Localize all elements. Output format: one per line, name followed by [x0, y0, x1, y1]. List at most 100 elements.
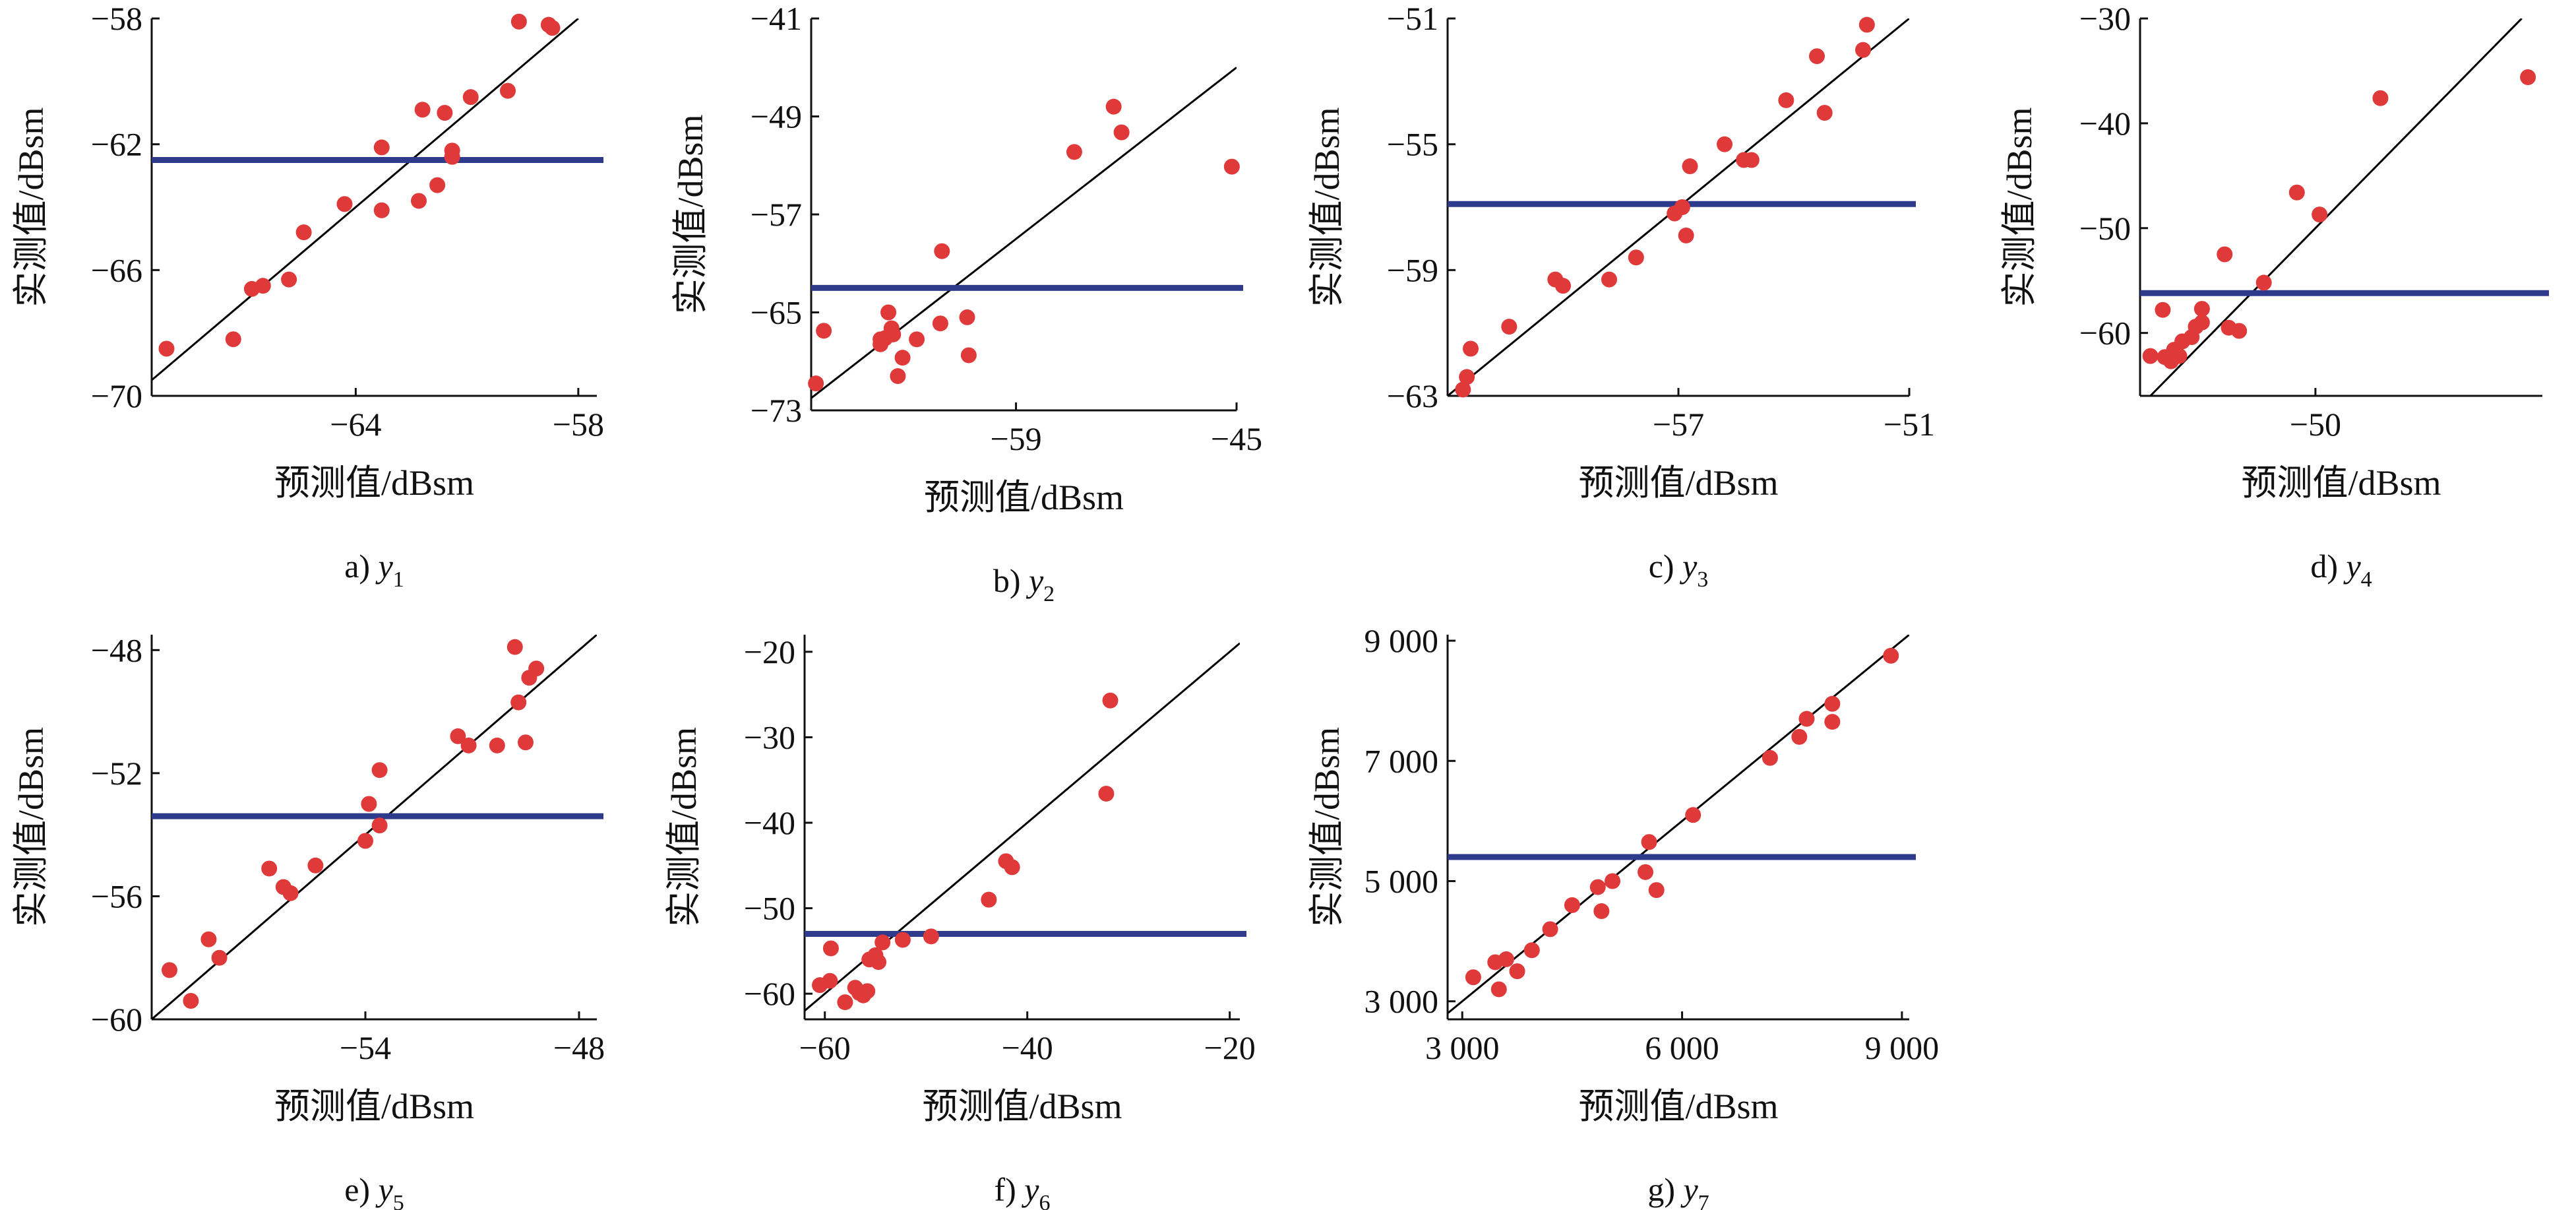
panel-caption: e) y5 — [344, 1171, 404, 1210]
y-axis-label: 实测值/dBsm — [1307, 107, 1347, 307]
data-point — [1717, 136, 1733, 152]
data-point — [885, 326, 902, 342]
scatter-panel-3: −63 −59 −55 −51 −57 −51 预测值/dBsm 实测值/dBsm c) y3 — [1307, 0, 1935, 592]
data-point — [1628, 249, 1644, 266]
x-tick-label: −45 — [1211, 420, 1262, 457]
data-point — [1855, 42, 1871, 58]
y-tick-label: −57 — [751, 196, 802, 233]
data-point — [1593, 903, 1610, 920]
y-tick-label: 9 000 — [1365, 622, 1439, 659]
data-point — [489, 737, 505, 753]
data-point — [1816, 105, 1833, 121]
y-axis-label: 实测值/dBsm — [11, 727, 51, 927]
x-tick-label: 6 000 — [1645, 1029, 1719, 1066]
data-point — [361, 796, 377, 812]
y-tick-label: −50 — [2079, 210, 2131, 247]
data-point — [429, 177, 446, 193]
data-point — [874, 934, 891, 951]
fit-line — [2149, 18, 2523, 396]
data-point — [1682, 158, 1698, 175]
data-point — [894, 932, 911, 948]
caption-prefix: e) — [344, 1171, 378, 1208]
data-point — [500, 82, 516, 99]
panel-caption: b) y2 — [993, 562, 1055, 606]
data-point — [2217, 246, 2233, 263]
y-tick-label: −20 — [744, 633, 795, 670]
x-axis-label: 预测值/dBsm — [1578, 463, 1778, 503]
data-point — [1743, 152, 1760, 168]
x-tick-label: −60 — [799, 1029, 851, 1066]
caption-variable: y — [2343, 548, 2361, 585]
data-point — [1542, 921, 1558, 938]
y-tick-label: −66 — [91, 251, 142, 288]
data-point — [437, 105, 453, 121]
data-point — [2312, 207, 2328, 223]
scatter-panel-1: −70 −66 −62 −58 −64 −58 预测值/dBsm 实测值/dBsm a) y1 — [11, 0, 604, 592]
data-point — [1674, 199, 1690, 215]
data-point — [255, 278, 271, 294]
data-point — [544, 20, 561, 36]
panel-caption: d) y4 — [2310, 548, 2372, 592]
data-point — [183, 993, 199, 1009]
data-point — [506, 639, 523, 655]
data-point — [411, 193, 427, 209]
x-axis-label: 预测值/dBsm — [1578, 1087, 1778, 1126]
data-point — [960, 347, 977, 364]
data-point — [2142, 348, 2159, 364]
caption-subscript: 5 — [393, 1191, 404, 1210]
y-tick-label: −63 — [1387, 377, 1438, 414]
panel-caption: g) y7 — [1647, 1171, 1709, 1210]
y-tick-label: −60 — [2079, 315, 2131, 352]
x-tick-label: 3 000 — [1425, 1029, 1500, 1066]
data-point — [2372, 90, 2389, 106]
caption-subscript: 1 — [393, 567, 404, 592]
data-point — [1883, 647, 1899, 664]
data-point — [281, 271, 297, 288]
x-tick-label: −58 — [553, 406, 604, 443]
data-point — [2221, 319, 2237, 336]
data-point — [450, 728, 466, 744]
data-point — [282, 885, 299, 901]
y-tick-label: −59 — [1387, 251, 1438, 288]
data-point — [1455, 381, 1471, 398]
data-point — [816, 323, 832, 339]
x-axis-label: 预测值/dBsm — [274, 1087, 474, 1126]
data-point — [1501, 319, 1518, 335]
caption-variable: y — [375, 1171, 394, 1208]
data-point — [357, 833, 373, 849]
data-point — [444, 148, 460, 165]
x-tick-label: −59 — [990, 420, 1041, 457]
data-point — [261, 860, 278, 877]
data-point — [1605, 873, 1620, 889]
y-tick-label: 7 000 — [1365, 742, 1439, 779]
data-point — [1463, 340, 1479, 357]
data-point — [1498, 951, 1514, 967]
x-tick-label: 9 000 — [1865, 1029, 1940, 1066]
caption-subscript: 7 — [1698, 1191, 1709, 1210]
y-tick-label: −60 — [744, 975, 795, 1012]
data-point — [1465, 969, 1481, 986]
data-point — [1523, 942, 1540, 959]
data-point — [211, 949, 228, 966]
y-tick-label: −73 — [751, 392, 802, 429]
data-point — [1105, 98, 1122, 115]
data-point — [822, 940, 839, 957]
data-point — [1555, 278, 1571, 294]
data-point — [1113, 124, 1130, 141]
panel-caption: a) y1 — [344, 548, 404, 592]
data-point — [1858, 16, 1875, 33]
data-point — [414, 102, 431, 118]
y-tick-label: −48 — [91, 631, 142, 668]
y-tick-label: −65 — [751, 294, 802, 331]
caption-prefix: g) — [1647, 1171, 1683, 1208]
x-axis-label: 预测值/dBsm — [922, 1087, 1122, 1126]
y-tick-label: −55 — [1387, 126, 1438, 163]
x-tick-label: −54 — [340, 1029, 391, 1066]
y-tick-label: 5 000 — [1365, 862, 1439, 899]
y-tick-label: −70 — [91, 377, 142, 414]
y-tick-label: −49 — [751, 98, 802, 135]
caption-prefix: a) — [344, 548, 378, 585]
data-point — [373, 139, 390, 156]
data-point — [959, 309, 975, 325]
